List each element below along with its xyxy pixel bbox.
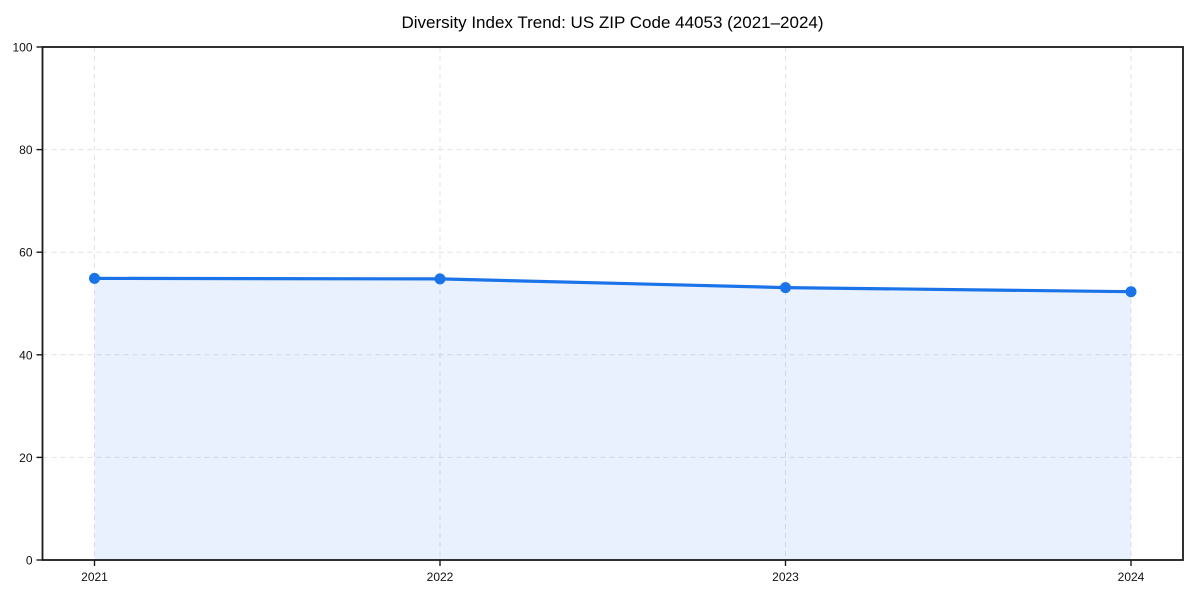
chart-title: Diversity Index Trend: US ZIP Code 44053… xyxy=(401,13,824,32)
x-tick-label: 2021 xyxy=(81,570,108,584)
area-fill xyxy=(94,278,1131,560)
x-tick-label: 2024 xyxy=(1118,570,1145,584)
y-tick-label: 20 xyxy=(19,451,33,465)
y-tick-label: 40 xyxy=(19,348,33,362)
x-tick-label: 2022 xyxy=(427,570,454,584)
x-tick-label: 2023 xyxy=(772,570,799,584)
plot-border xyxy=(41,46,1184,561)
data-point xyxy=(434,273,446,285)
data-point xyxy=(780,282,791,294)
y-tick-label: 60 xyxy=(19,246,33,260)
data-point xyxy=(89,272,100,284)
data-point xyxy=(1125,286,1137,298)
trend-line xyxy=(92,276,1133,294)
y-tick-label: 0 xyxy=(26,554,33,568)
y-tick-label: 80 xyxy=(19,143,33,157)
y-tick-label: 100 xyxy=(12,41,32,55)
